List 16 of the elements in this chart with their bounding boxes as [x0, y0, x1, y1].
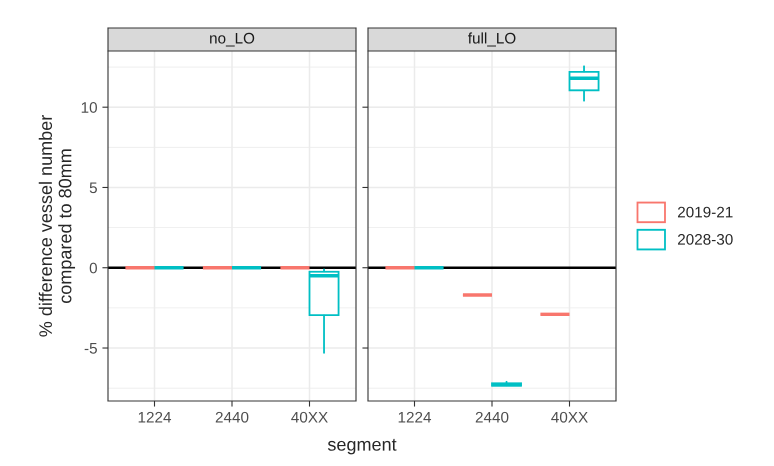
y-axis-title: % difference vessel number compared to 80mm	[38, 115, 76, 337]
chart-title: full_LO	[468, 32, 516, 46]
x-tick-label: 40XX	[551, 412, 588, 423]
x-tick-label: 1224	[398, 412, 432, 422]
x-tick-label: 40XX	[291, 412, 328, 423]
legend-label: 2028-30	[678, 234, 733, 245]
legend-label: 2019-21	[678, 206, 733, 218]
x-tick-label: 2440	[216, 412, 248, 423]
x-tick-label: 1224	[138, 412, 172, 422]
y-tick-label: -5	[84, 343, 97, 354]
y-tick-label: 5	[90, 182, 97, 194]
y-tick-label: 0	[90, 262, 97, 274]
x-axis-title: segment	[328, 438, 396, 454]
x-tick-label: 2440	[476, 412, 508, 423]
y-tick-label: 10	[82, 102, 97, 113]
chart-title: no_LO	[210, 32, 254, 46]
